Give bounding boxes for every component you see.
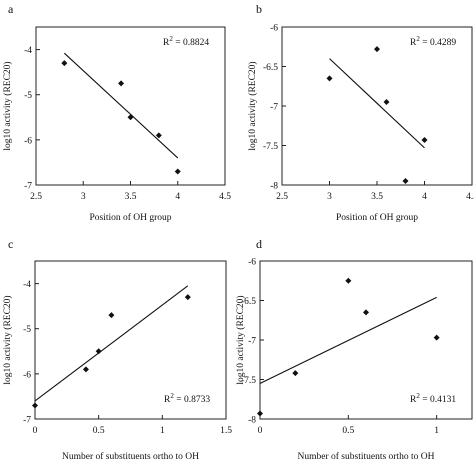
r-squared-label: R2 = 0.4289 <box>410 35 456 48</box>
x-tick-label: 2.5 <box>276 192 288 202</box>
y-tick-label: -7 <box>23 416 31 426</box>
y-axis-label: log10 activity (REC20) <box>2 295 13 384</box>
data-point <box>383 99 390 106</box>
plot-frame <box>35 26 226 186</box>
data-point <box>363 309 369 316</box>
data-point <box>174 168 181 175</box>
y-tick-label: -4 <box>23 280 31 290</box>
data-point <box>326 75 333 82</box>
y-tick-label: -5 <box>24 91 32 101</box>
data-point <box>118 80 125 87</box>
panel-d: d 0 0.5 1 -6 -6.5 -7 -7.5 -8 Number of substituen… <box>235 237 473 462</box>
regression-line <box>259 296 437 384</box>
r-squared-superscript: 2 <box>170 392 174 400</box>
x-tick-label: 3 <box>81 192 86 202</box>
data-point <box>433 334 440 341</box>
y-tick-label: -6.5 <box>241 297 256 307</box>
x-axis-label: Position of OH group <box>336 212 418 223</box>
y-tick-label: -6 <box>23 370 31 380</box>
y-tick-label: -7.5 <box>263 142 278 152</box>
panel-b: b 2.5 3 3.5 4 4.5 -6 -6.5 -7 -7.5 -8 Position of OH… <box>247 2 474 223</box>
r-squared-label: R2 = 0.8824 <box>163 35 209 48</box>
r-squared-symbol: R <box>163 38 170 48</box>
y-tick-label: -5 <box>23 325 31 335</box>
r-squared-superscript: 2 <box>416 392 420 400</box>
x-tick-label: 1 <box>160 426 165 436</box>
panel-a: a 2.5 3 3.5 4 4.5 -4 -5 -6 -7 Position of OH group… <box>2 2 231 223</box>
x-axis-label: Number of substituents ortho to OH <box>62 451 199 462</box>
x-tick-label: 4.5 <box>466 192 474 202</box>
y-axis-label: log10 activity (REC20) <box>2 61 13 150</box>
y-tick-label: -6 <box>24 136 32 146</box>
x-tick-label: 2.5 <box>30 192 42 202</box>
x-tick-label: 3.5 <box>125 192 137 202</box>
x-tick-label: 3.5 <box>371 192 383 202</box>
data-point <box>345 277 352 284</box>
y-tick-label: -8 <box>270 182 278 192</box>
y-tick-label: -4 <box>24 46 32 56</box>
data-point <box>184 294 191 301</box>
x-tick-label: 1.5 <box>220 426 232 436</box>
panel-letter: b <box>256 2 262 16</box>
r-squared-superscript: 2 <box>416 35 420 43</box>
r-squared-value: = 0.8733 <box>174 395 210 405</box>
data-point <box>82 366 89 373</box>
r-squared-symbol: R <box>164 395 171 405</box>
x-tick-label: 3 <box>327 192 332 202</box>
data-point <box>402 178 409 185</box>
data-point <box>155 132 162 139</box>
x-axis-label: Position of OH group <box>89 212 171 223</box>
x-tick-label: 0 <box>33 426 38 436</box>
r-squared-value: = 0.8824 <box>173 38 209 48</box>
y-axis-label: log10 activity (REC20) <box>247 61 258 150</box>
r-squared-label: R2 = 0.8733 <box>164 392 210 405</box>
y-tick-label: -6 <box>248 258 256 268</box>
regression-line <box>329 58 425 149</box>
r-squared-value: = 0.4131 <box>420 395 456 405</box>
data-point <box>95 348 102 355</box>
y-tick-label: -7 <box>248 337 256 347</box>
y-tick-label: -6 <box>270 24 278 34</box>
plot-frame <box>34 260 227 420</box>
data-point <box>32 402 38 409</box>
x-tick-label: 0.5 <box>93 426 105 436</box>
y-tick-label: -8 <box>248 416 256 426</box>
x-tick-label: 4.5 <box>219 192 231 202</box>
x-tick-label: 1 <box>434 426 439 436</box>
x-axis-label: Number of substituents ortho to OH <box>298 451 435 462</box>
data-point <box>108 312 115 319</box>
data-point <box>257 410 263 417</box>
y-tick-label: -7 <box>24 182 32 192</box>
y-axis-label: log10 activity (REC20) <box>235 295 246 384</box>
data-point <box>61 60 68 67</box>
panel-letter: d <box>256 237 262 251</box>
r-squared-label: R2 = 0.4131 <box>410 392 456 405</box>
panel-c: c 0 0.5 1 1.5 -4 -5 -6 -7 Number of substituents … <box>2 237 232 462</box>
panel-letter: c <box>8 237 13 251</box>
panel-letter: a <box>8 2 14 16</box>
r-squared-symbol: R <box>410 395 417 405</box>
r-squared-superscript: 2 <box>169 35 173 43</box>
regression-line <box>63 52 179 159</box>
data-point <box>127 114 134 121</box>
x-tick-label: 0.5 <box>342 426 354 436</box>
r-squared-value: = 0.4289 <box>420 38 456 48</box>
y-tick-label: -7 <box>270 103 278 113</box>
data-point <box>374 46 380 53</box>
data-point <box>292 370 299 377</box>
y-tick-label: -6.5 <box>263 63 278 73</box>
x-tick-label: 4 <box>175 192 180 202</box>
x-tick-label: 0 <box>258 426 263 436</box>
regression-line <box>34 285 189 402</box>
r-squared-symbol: R <box>410 38 417 48</box>
data-point <box>421 136 428 143</box>
y-tick-label: -7.5 <box>241 376 256 386</box>
x-tick-label: 4 <box>422 192 427 202</box>
